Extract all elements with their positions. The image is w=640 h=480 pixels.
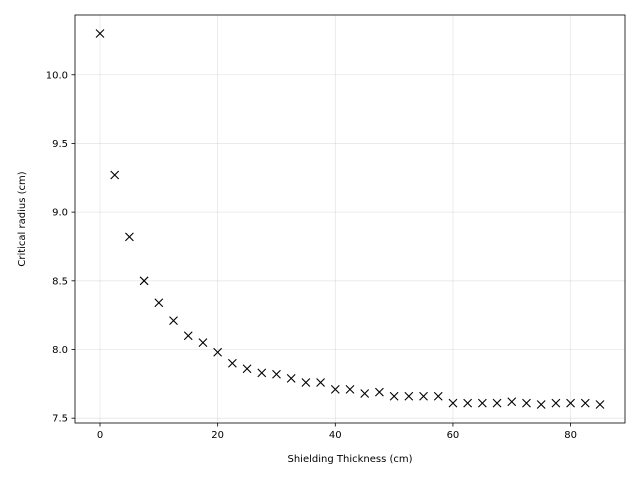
- x-axis-label: Shielding Thickness (cm): [287, 454, 412, 465]
- data-point: [227, 358, 237, 368]
- x-tick-label: 0: [97, 430, 103, 441]
- data-point: [301, 378, 311, 387]
- x-tick-label: 20: [211, 430, 224, 441]
- data-point: [595, 400, 605, 409]
- data-point: [272, 369, 281, 379]
- y-axis-label: Critical radius (cm): [17, 171, 28, 266]
- data-point: [169, 316, 178, 326]
- axes-frame: [74, 14, 626, 424]
- data-point: [566, 398, 575, 408]
- data-point: [389, 391, 399, 401]
- data-point: [286, 373, 296, 383]
- x-tick-label: 40: [329, 430, 342, 441]
- data-point: [522, 398, 531, 408]
- data-point: [95, 29, 105, 38]
- data-point: [316, 378, 325, 387]
- y-tick-label: 7.5: [52, 414, 68, 425]
- data-point: [242, 364, 252, 374]
- data-point: [492, 398, 502, 408]
- data-point: [345, 384, 355, 394]
- x-tick-label: 60: [447, 430, 460, 441]
- y-axis-ticks: 7.5 8.0 8.5 9.0 9.5 10.0: [46, 70, 75, 425]
- data-point: [125, 232, 134, 242]
- x-tick-label: 80: [564, 430, 577, 441]
- data-point: [580, 398, 590, 408]
- grid: [75, 15, 625, 423]
- data-point: [139, 276, 149, 286]
- data-point: [551, 398, 561, 408]
- data-point: [419, 391, 428, 401]
- data-point: [257, 368, 267, 378]
- data-point: [330, 384, 340, 394]
- y-tick-label: 8.0: [52, 345, 68, 356]
- y-tick-label: 10.0: [46, 70, 68, 81]
- data-point: [375, 387, 384, 397]
- data-point: [477, 398, 487, 408]
- y-tick-label: 9.5: [52, 139, 68, 150]
- data-point: [360, 389, 370, 398]
- x-axis-ticks: 0 20 40 60 80: [97, 423, 577, 441]
- data-point: [404, 391, 414, 401]
- y-tick-label: 8.5: [52, 276, 68, 287]
- data-point: [507, 397, 517, 407]
- data-point: [213, 347, 223, 357]
- data-point: [463, 398, 473, 408]
- data-point: [183, 331, 193, 341]
- data-point: [536, 400, 546, 409]
- y-tick-label: 9.0: [52, 208, 68, 219]
- data-point: [110, 170, 120, 180]
- data-point: [154, 298, 164, 308]
- data-points: [95, 29, 605, 409]
- data-point: [198, 338, 208, 348]
- data-point: [448, 398, 458, 408]
- data-point: [433, 391, 443, 401]
